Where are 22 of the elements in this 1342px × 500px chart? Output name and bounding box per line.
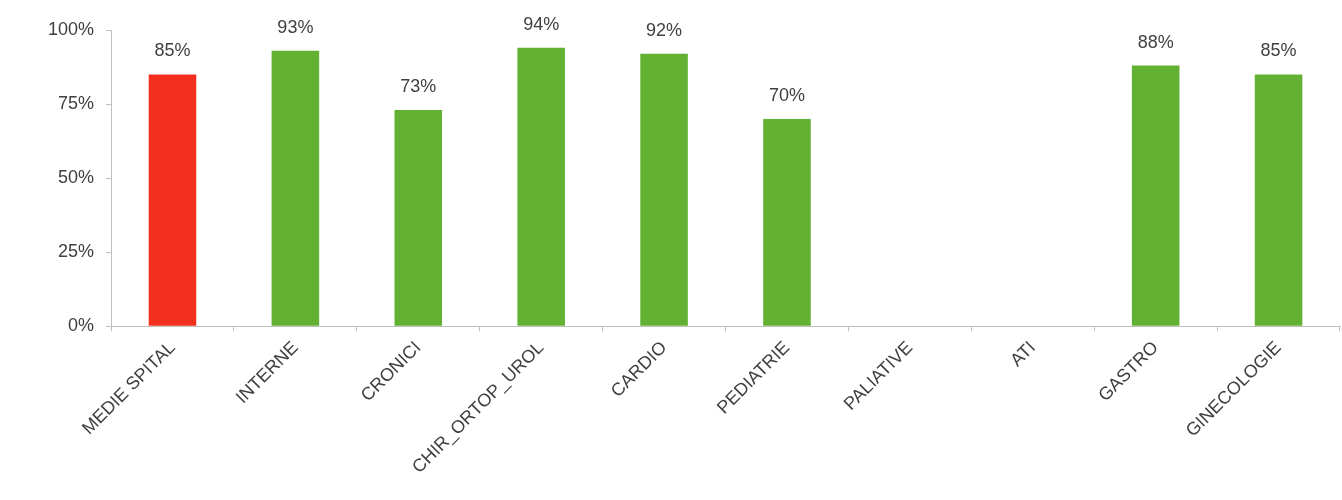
data-label: 70%	[768, 84, 805, 105]
y-tick-label: 50%	[58, 167, 95, 188]
x-tick-label: ATI	[1006, 337, 1040, 371]
data-label: 88%	[1137, 31, 1174, 52]
data-label: 94%	[523, 13, 560, 34]
data-label: 93%	[277, 16, 314, 37]
data-label: 85%	[154, 40, 191, 61]
bar	[1254, 74, 1303, 326]
bar	[640, 53, 688, 326]
bar	[517, 47, 565, 326]
bar	[763, 118, 811, 326]
y-tick-label: 75%	[58, 93, 95, 114]
data-label: 73%	[400, 75, 437, 96]
bar	[394, 110, 443, 326]
data-label: 85%	[1260, 40, 1297, 61]
y-tick-label: 25%	[58, 241, 95, 262]
y-tick-label: 0%	[68, 315, 95, 336]
data-label: 92%	[646, 19, 683, 40]
bar	[271, 50, 320, 326]
y-tick-label: 100%	[47, 18, 95, 39]
bar	[148, 74, 197, 326]
bar	[1131, 65, 1180, 326]
